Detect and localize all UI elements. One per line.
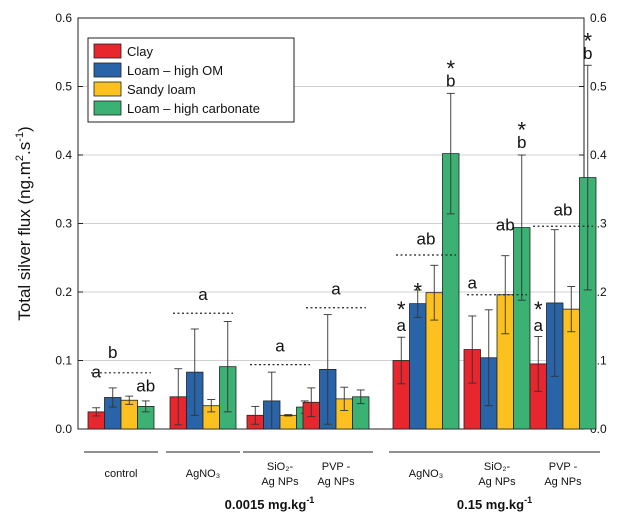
y-tick-label-left: 0.3	[55, 217, 72, 231]
significance-letter: ab	[417, 230, 436, 249]
y-tick-label-right: 0.5	[590, 80, 607, 94]
category-label-line2: Ag NPs	[544, 476, 582, 488]
significance-letter: ab	[554, 200, 573, 219]
significance-letter: ab	[136, 376, 155, 395]
significance-letter: b	[517, 133, 526, 152]
significance-star: *	[446, 56, 455, 81]
significance-star: *	[397, 297, 406, 322]
bar	[409, 303, 427, 430]
y-tick-label-left: 0.4	[55, 148, 72, 162]
legend-box	[87, 37, 295, 123]
y-tick-label-left: 0.0	[55, 422, 72, 436]
legend-swatch	[93, 43, 122, 59]
category-label-line1: PVP -	[322, 461, 351, 473]
legend-swatch	[93, 100, 122, 116]
y-tick-label-left: 0.5	[55, 80, 72, 94]
significance-letter: b	[108, 343, 117, 362]
legend: Clay Loam – high OM Sandy loam Loam – high …	[87, 37, 295, 123]
legend-label: Clay	[127, 44, 154, 59]
significance-letter: a	[397, 316, 407, 335]
legend-label: Loam – high carbonate	[127, 101, 260, 116]
y-tick-label-left: 0.6	[55, 11, 72, 25]
significance-letter: a	[275, 337, 285, 356]
significance-letter: a	[534, 316, 544, 335]
significance-star: *	[413, 279, 422, 304]
category-label-line1: SiO₂-	[267, 461, 294, 473]
category-label-line2: Ag NPs	[478, 476, 516, 488]
y-axis-label: Total silver flux (ng.m2.s-1)	[14, 126, 34, 320]
significance-letter: a	[331, 280, 341, 299]
y-tick-label-right: 0.4	[590, 148, 607, 162]
significance-star: *	[534, 297, 543, 322]
legend-swatch	[93, 81, 122, 97]
y-tick-label-left: 0.2	[55, 285, 72, 299]
legend-label: Loam – high OM	[127, 63, 223, 78]
y-tick-label-left: 0.1	[55, 354, 72, 368]
category-label-line2: Ag NPs	[317, 476, 355, 488]
significance-star: *	[517, 118, 526, 143]
category-label: AgNO₃	[186, 468, 220, 480]
bar	[279, 414, 297, 430]
group-label: 0.15 mg.kg-1	[457, 495, 532, 512]
significance-letter: a	[92, 363, 102, 382]
significance-star: *	[583, 29, 592, 54]
significance-letter: b	[446, 72, 455, 91]
group-label: 0.0015 mg.kg-1	[225, 495, 315, 512]
category-label: control	[104, 468, 137, 480]
y-tick-label-right: 0.6	[590, 11, 607, 25]
significance-letter: a	[198, 285, 208, 304]
category-label: AgNO₃	[409, 468, 443, 480]
legend-swatch	[93, 62, 122, 78]
legend-label: Sandy loam	[127, 82, 196, 97]
category-label-line1: SiO₂-	[484, 461, 511, 473]
significance-letter: a	[468, 274, 478, 293]
significance-letter: ab	[496, 215, 515, 234]
category-label-line1: PVP -	[549, 461, 578, 473]
significance-letter: b	[583, 44, 592, 63]
category-label-line2: Ag NPs	[261, 476, 299, 488]
